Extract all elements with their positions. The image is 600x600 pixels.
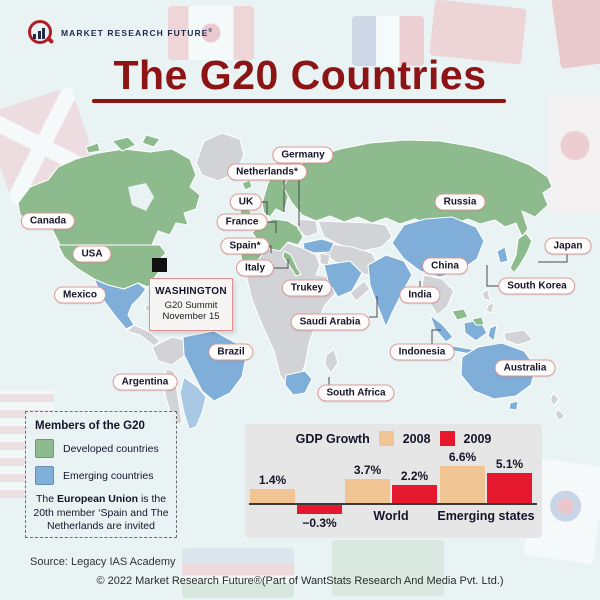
map-label-australia: Australia	[494, 359, 556, 377]
map-label-germany: Germany	[272, 146, 334, 164]
bar-2008-Emerging states	[440, 466, 485, 503]
map-label-canada: Canada	[20, 212, 76, 230]
japan-flag-faded	[548, 96, 600, 214]
map-label-indonesia: Indonesia	[389, 343, 455, 361]
source-note: Source: Legacy IAS Academy	[30, 556, 176, 568]
washington-marker	[152, 258, 167, 272]
title-underline	[92, 99, 506, 103]
south-africa-flag-faded	[182, 548, 294, 598]
map-label-usa: USA	[72, 245, 112, 263]
washington-summit-callout: WASHINGTON G20 Summit November 15	[149, 278, 233, 331]
bar-2009-World	[392, 485, 437, 503]
map-label-brazil: Brazil	[208, 343, 254, 361]
map-label-russia: Russia	[434, 193, 486, 211]
category-label: Emerging states	[437, 509, 535, 523]
series-name: 2008	[402, 431, 431, 446]
world-map	[17, 132, 566, 430]
summit-line1: G20 Summit	[164, 300, 218, 311]
gdp-growth-chart: GDP Growth 2008 2009 1.4% −0.3% 3.7% 2.2% Wor…	[245, 424, 542, 538]
bar-2008-group0	[250, 489, 295, 503]
legend-item: Developed countries	[35, 439, 170, 458]
map-label-mexico: Mexico	[54, 286, 106, 304]
bar-2008-World	[345, 479, 390, 503]
washington-title: WASHINGTON	[155, 286, 227, 297]
summit-line2: November 15	[162, 311, 220, 322]
map-label-saudi-arabia: Saudi Arabia	[290, 313, 370, 331]
copyright-note: © 2022 Market Research Future®(Part of W…	[96, 575, 504, 587]
legend-item-label: Emerging countries	[63, 469, 154, 482]
map-label-argentina: Argentina	[112, 373, 178, 391]
chart-title: GDP Growth	[295, 431, 370, 446]
map-label-trukey: Trukey	[281, 279, 333, 297]
legend-item-label: Developed countries	[63, 442, 159, 455]
legend-swatch	[35, 466, 54, 485]
brand-logo: MARKET RESEARCH FUTURE®	[28, 20, 213, 46]
legend-swatch	[35, 439, 54, 458]
bar-2009-group0	[297, 505, 342, 514]
bar-value: 1.4%	[258, 473, 287, 487]
series-name: 2009	[463, 431, 492, 446]
legend-title: Members of the G20	[35, 420, 145, 432]
map-label-south-korea: South Korea	[498, 277, 576, 295]
bar-value: 5.1%	[495, 457, 524, 471]
map-label-uk: UK	[229, 193, 263, 211]
map-label-spain-: Spain*	[220, 237, 270, 255]
series-swatch-2008	[378, 431, 394, 446]
map-label-japan: Japan	[544, 237, 592, 255]
map-label-india: India	[399, 286, 441, 304]
map-label-italy: Italy	[235, 259, 275, 277]
bar-value: −0.3%	[302, 516, 337, 530]
map-label-south-africa: South Africa	[317, 384, 395, 402]
magnifier-chart-icon	[28, 20, 55, 46]
bar-value: 6.6%	[448, 450, 477, 464]
bar-value: 3.7%	[353, 463, 382, 477]
legend-item: Emerging countries	[35, 466, 170, 485]
series-swatch-2009	[439, 431, 455, 446]
page-title: The G20 Countries	[113, 52, 487, 98]
map-label-france: France	[216, 213, 268, 231]
bar-value: 2.2%	[400, 469, 429, 483]
saudi-flag-faded	[332, 540, 444, 596]
bar-2009-Emerging states	[487, 473, 532, 503]
france-flag-faded	[352, 16, 424, 66]
brand-name: MARKET RESEARCH FUTURE®	[61, 28, 214, 38]
chart-axis	[249, 503, 537, 505]
map-label-netherlands-: Netherlands*	[227, 163, 307, 181]
legend-note: The European Union is the 20th member ‘S…	[33, 493, 169, 533]
chart-legend: GDP Growth 2008 2009	[245, 431, 542, 446]
map-label-china: China	[422, 257, 468, 275]
canada-flag-faded	[168, 6, 254, 60]
category-label: World	[373, 509, 409, 523]
map-legend: Members of the G20 Developed countries Em…	[25, 411, 177, 538]
